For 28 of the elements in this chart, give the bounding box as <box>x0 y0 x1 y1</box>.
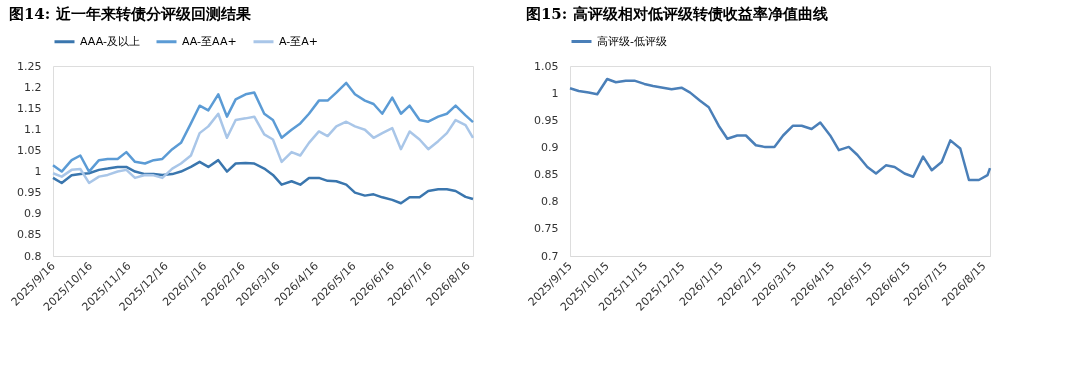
y-tick-label: 0.7 <box>541 249 559 263</box>
line-series <box>51 112 475 185</box>
legend-label: A-至A+ <box>279 34 318 48</box>
legend-label: AA-至AA+ <box>182 34 237 48</box>
y-tick-label: 1 <box>34 165 42 179</box>
y-tick-label: 0.8 <box>541 195 559 209</box>
line-series <box>568 77 992 182</box>
y-tick-label: 1.2 <box>24 80 42 94</box>
line-series <box>51 158 475 205</box>
y-tick-label: 1.05 <box>534 59 559 73</box>
y-tick-label: 1.05 <box>17 143 42 157</box>
y-tick-label: 1.25 <box>17 59 42 73</box>
y-tick-label: 1.1 <box>24 122 42 136</box>
y-tick-label: 0.9 <box>24 207 42 221</box>
legend-label: AAA-及以上 <box>80 34 140 48</box>
y-tick-label: 0.8 <box>24 249 42 263</box>
y-tick-label: 0.85 <box>17 228 42 242</box>
line-series <box>51 81 475 173</box>
y-tick-label: 0.75 <box>534 222 559 236</box>
legend-label: 高评级-低评级 <box>597 34 667 48</box>
y-tick-label: 0.85 <box>534 168 559 182</box>
chart-title: 图15: 高评级相对低评级转债收益率净值曲线 <box>525 5 828 23</box>
chart-title: 图14: 近一年来转债分评级回测结果 <box>8 5 252 23</box>
y-tick-label: 1.15 <box>17 101 42 115</box>
y-tick-label: 0.95 <box>17 186 42 200</box>
y-tick-label: 0.95 <box>534 113 559 127</box>
y-tick-label: 0.9 <box>541 140 559 154</box>
y-tick-label: 1 <box>551 86 559 100</box>
